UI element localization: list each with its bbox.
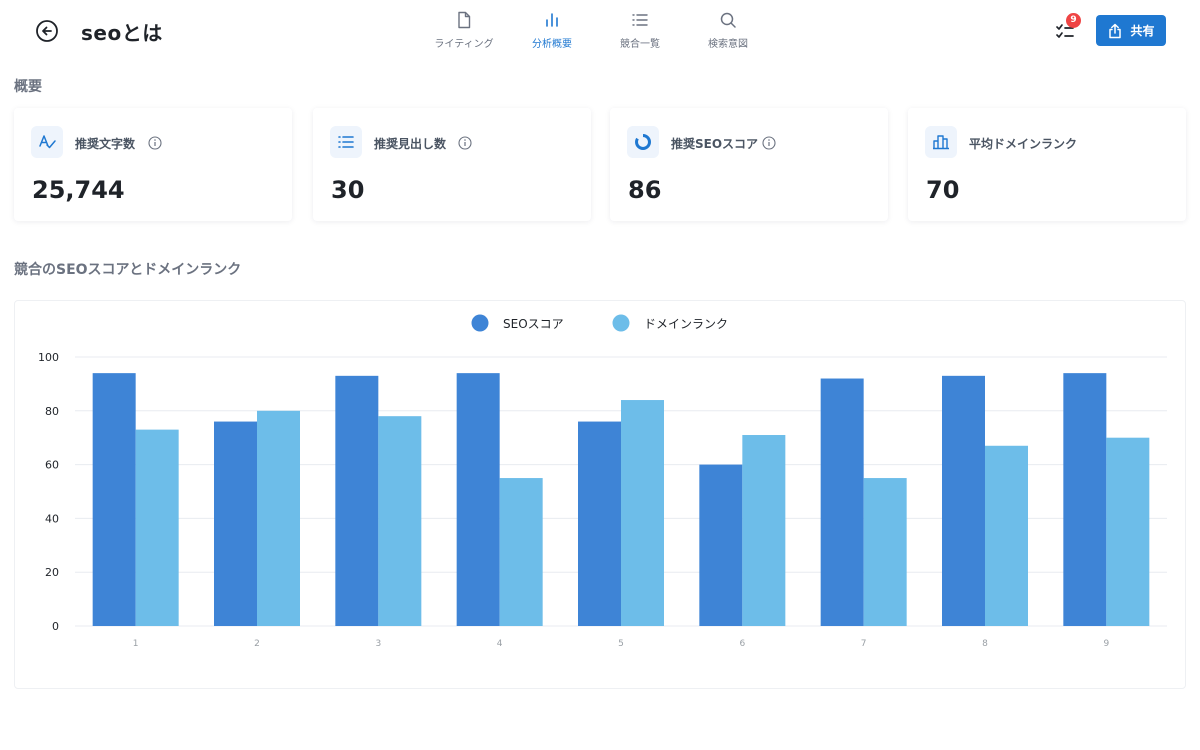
bar-domain-rank (621, 400, 664, 626)
view-tabs: ライティング 分析概要 競合一覧 検索意図 (420, 10, 772, 56)
y-tick-label: 80 (45, 405, 59, 418)
card-label: 推奨文字数 (75, 137, 136, 151)
x-tick-label: 5 (618, 639, 624, 649)
info-icon[interactable] (762, 135, 776, 150)
card-label: 推奨見出し数 (374, 137, 447, 151)
info-icon[interactable] (458, 135, 472, 150)
y-tick-label: 40 (45, 512, 59, 525)
bar-domain-rank (135, 429, 179, 626)
stat-card-recommended-chars: 推奨文字数 25,744 (14, 108, 292, 221)
bar-domain-rank (863, 478, 907, 626)
stat-card-recommended-seo-score: 推奨SEOスコア 86 (610, 108, 888, 221)
app-header: seoとは ライティング 分析概要 競合一覧 検索意図 (0, 0, 1200, 62)
donut-icon (627, 126, 659, 158)
notification-badge: 9 (1066, 13, 1081, 28)
x-tick-label: 4 (497, 639, 503, 649)
bar-seo-score (456, 373, 500, 626)
search-icon (718, 10, 738, 30)
card-value: 70 (926, 176, 960, 204)
tab-competitors[interactable]: 競合一覧 (596, 10, 684, 56)
stat-card-recommended-headings: 推奨見出し数 30 (313, 108, 591, 221)
page-title: seoとは (81, 21, 163, 45)
card-value: 86 (628, 176, 662, 204)
document-icon (454, 10, 474, 30)
y-tick-label: 0 (52, 620, 59, 633)
overview-title: 概要 (14, 79, 42, 95)
card-value: 25,744 (32, 176, 125, 204)
share-icon (1109, 23, 1122, 38)
x-tick-label: 1 (133, 639, 139, 649)
tab-writing[interactable]: ライティング (420, 10, 508, 56)
y-tick-label: 100 (38, 351, 59, 364)
arrow-left-circle-icon (36, 20, 58, 42)
x-tick-label: 3 (375, 639, 381, 649)
list-icon (630, 10, 650, 30)
bar-icon (925, 126, 957, 158)
bar-domain-rank (985, 445, 1028, 626)
tab-analysis-overview[interactable]: 分析概要 (508, 10, 596, 56)
bar-seo-score (92, 373, 136, 626)
bar-chart-icon (542, 10, 562, 30)
bar-seo-score (699, 464, 743, 626)
checklist-icon (1056, 24, 1074, 38)
info-icon[interactable] (148, 135, 162, 150)
card-value: 30 (331, 176, 365, 204)
bar-domain-rank (742, 435, 786, 626)
list-icon (330, 126, 362, 158)
task-list-button[interactable] (1054, 19, 1080, 43)
tab-label: 分析概要 (532, 39, 572, 50)
legend-marker (612, 314, 630, 332)
bar-seo-score (335, 375, 379, 626)
competitor-chart-card: 0 20 40 60 80 100 1 2 3 4 5 6 7 8 9 SEOスコア ドメインランク (14, 300, 1186, 689)
card-label: 平均ドメインランク (969, 137, 1078, 151)
share-label: 共有 (1130, 24, 1155, 38)
y-tick-label: 60 (45, 459, 59, 472)
x-tick-label: 2 (254, 639, 260, 649)
x-tick-label: 7 (861, 639, 867, 649)
competitor-chart-title: 競合のSEOスコアとドメインランク (14, 262, 242, 278)
tab-search-intent[interactable]: 検索意図 (684, 10, 772, 56)
bar-seo-score (578, 421, 621, 626)
bar-domain-rank (499, 478, 543, 626)
tab-label: 検索意図 (708, 39, 748, 50)
x-tick-label: 8 (982, 639, 988, 649)
stat-card-average-domain-rank: 平均ドメインランク 70 (908, 108, 1186, 221)
back-button[interactable] (35, 19, 59, 43)
competitor-bar-chart: 0 20 40 60 80 100 1 2 3 4 5 6 7 8 9 SEOスコア ドメインランク (38, 314, 1167, 649)
legend-label: ドメインランク (644, 317, 728, 331)
bar-seo-score (1063, 373, 1107, 626)
bar-domain-rank (257, 410, 300, 626)
bar-domain-rank (378, 416, 422, 626)
y-tick-label: 20 (45, 566, 59, 579)
bar-seo-score (214, 421, 257, 626)
spellcheck-icon (31, 126, 63, 158)
bar-domain-rank (1106, 437, 1150, 626)
bar-seo-score (942, 375, 985, 626)
card-label: 推奨SEOスコア (671, 137, 759, 151)
tab-label: ライティング (434, 39, 494, 50)
x-tick-label: 6 (739, 639, 745, 649)
share-button[interactable]: 共有 (1096, 15, 1166, 46)
tab-label: 競合一覧 (620, 39, 660, 50)
bar-seo-score (820, 378, 864, 626)
legend-label: SEOスコア (503, 317, 564, 331)
x-tick-label: 9 (1103, 639, 1109, 649)
legend-marker (471, 314, 489, 332)
